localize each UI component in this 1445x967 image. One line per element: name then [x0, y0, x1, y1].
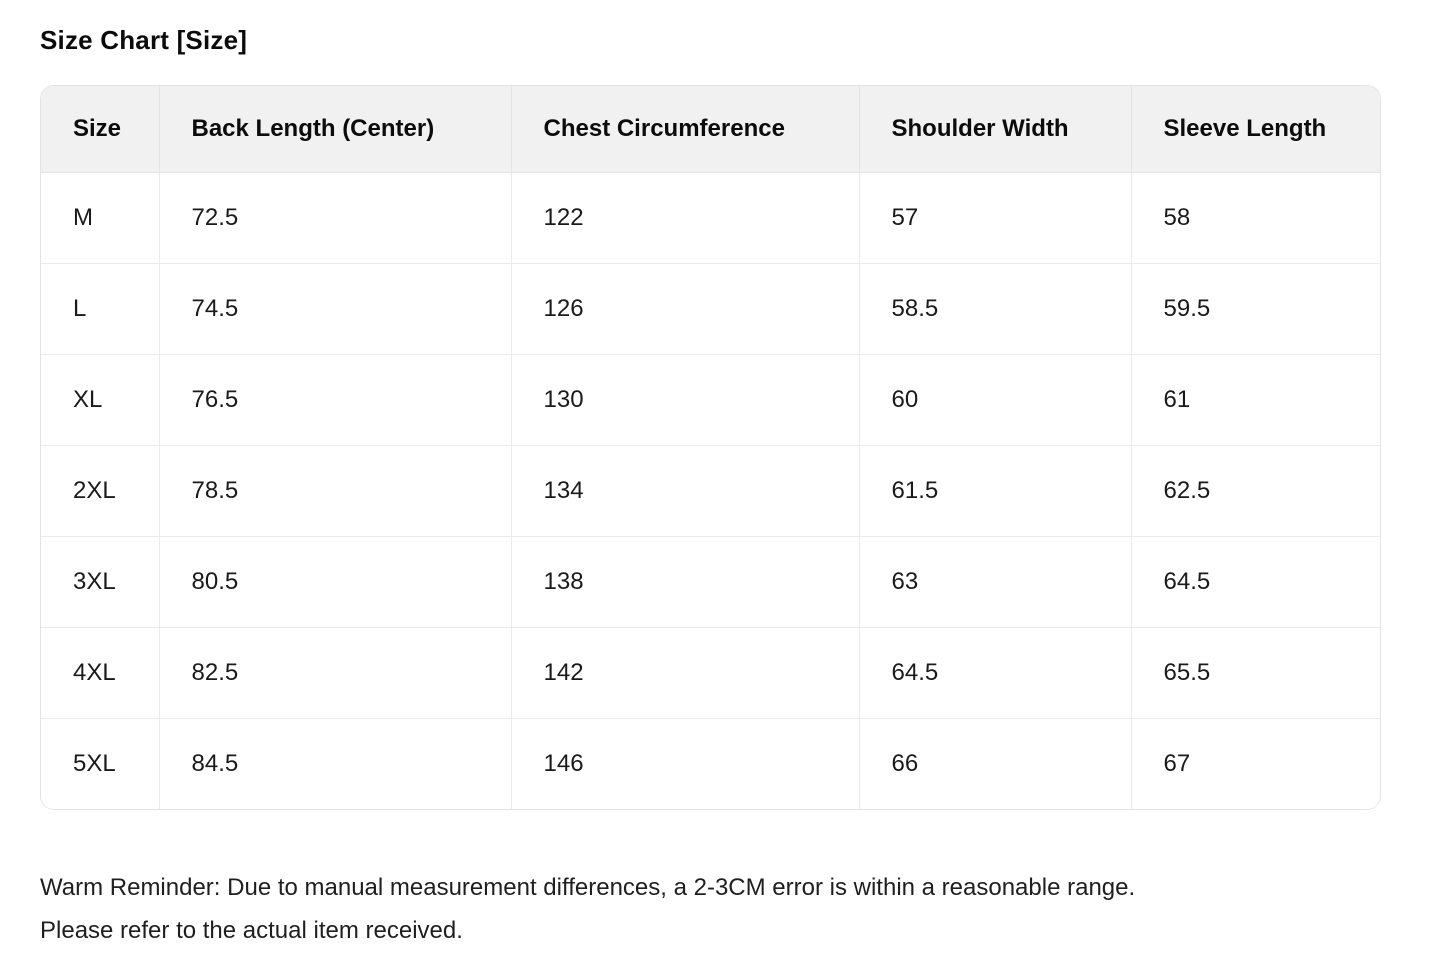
table-row: M 72.5 122 57 58 [41, 172, 1380, 264]
shoulder-cell: 66 [859, 718, 1132, 809]
shoulder-cell: 58.5 [859, 263, 1132, 355]
sleeve-cell: 58 [1131, 172, 1380, 264]
chest-cell: 130 [511, 354, 860, 446]
table-row: 3XL 80.5 138 63 64.5 [41, 536, 1380, 628]
table-header-row: Size Back Length (Center) Chest Circumfe… [41, 86, 1380, 173]
warm-reminder-line-1: Warm Reminder: Due to manual measurement… [40, 874, 1136, 901]
chest-cell: 122 [511, 172, 860, 264]
chest-cell: 134 [511, 445, 860, 537]
table-row: 5XL 84.5 146 66 67 [41, 718, 1380, 809]
sleeve-cell: 64.5 [1131, 536, 1380, 628]
shoulder-cell: 57 [859, 172, 1132, 264]
back-length-cell: 78.5 [159, 445, 512, 537]
column-header-sleeve-length: Sleeve Length [1131, 86, 1380, 173]
chest-cell: 138 [511, 536, 860, 628]
chest-cell: 142 [511, 627, 860, 719]
page-title: Size Chart [Size] [40, 25, 248, 55]
shoulder-cell: 60 [859, 354, 1132, 446]
sleeve-cell: 59.5 [1131, 263, 1380, 355]
warm-reminder-note: Warm Reminder: Due to manual measurement… [40, 866, 1405, 952]
back-length-cell: 80.5 [159, 536, 512, 628]
sleeve-cell: 61 [1131, 354, 1380, 446]
back-length-cell: 84.5 [159, 718, 512, 809]
sleeve-cell: 62.5 [1131, 445, 1380, 537]
back-length-cell: 76.5 [159, 354, 512, 446]
shoulder-cell: 64.5 [859, 627, 1132, 719]
table-row: XL 76.5 130 60 61 [41, 354, 1380, 446]
size-cell: 5XL [41, 718, 160, 809]
size-cell: 4XL [41, 627, 160, 719]
column-header-size: Size [41, 86, 160, 173]
chest-cell: 146 [511, 718, 860, 809]
column-header-chest-circumference: Chest Circumference [511, 86, 860, 173]
sleeve-cell: 67 [1131, 718, 1380, 809]
back-length-cell: 74.5 [159, 263, 512, 355]
size-cell: M [41, 172, 160, 264]
chest-cell: 126 [511, 263, 860, 355]
table-row: 2XL 78.5 134 61.5 62.5 [41, 445, 1380, 537]
table-row: L 74.5 126 58.5 59.5 [41, 263, 1380, 355]
shoulder-cell: 63 [859, 536, 1132, 628]
size-cell: XL [41, 354, 160, 446]
back-length-cell: 82.5 [159, 627, 512, 719]
sleeve-cell: 65.5 [1131, 627, 1380, 719]
column-header-shoulder-width: Shoulder Width [859, 86, 1132, 173]
column-header-back-length: Back Length (Center) [159, 86, 512, 173]
back-length-cell: 72.5 [159, 172, 512, 264]
size-cell: 3XL [41, 536, 160, 628]
size-table: Size Back Length (Center) Chest Circumfe… [41, 86, 1380, 809]
size-chart-table: Size Back Length (Center) Chest Circumfe… [40, 85, 1381, 810]
size-cell: 2XL [41, 445, 160, 537]
shoulder-cell: 61.5 [859, 445, 1132, 537]
table-row: 4XL 82.5 142 64.5 65.5 [41, 627, 1380, 719]
warm-reminder-line-2: Please refer to the actual item received… [40, 917, 463, 944]
size-cell: L [41, 263, 160, 355]
